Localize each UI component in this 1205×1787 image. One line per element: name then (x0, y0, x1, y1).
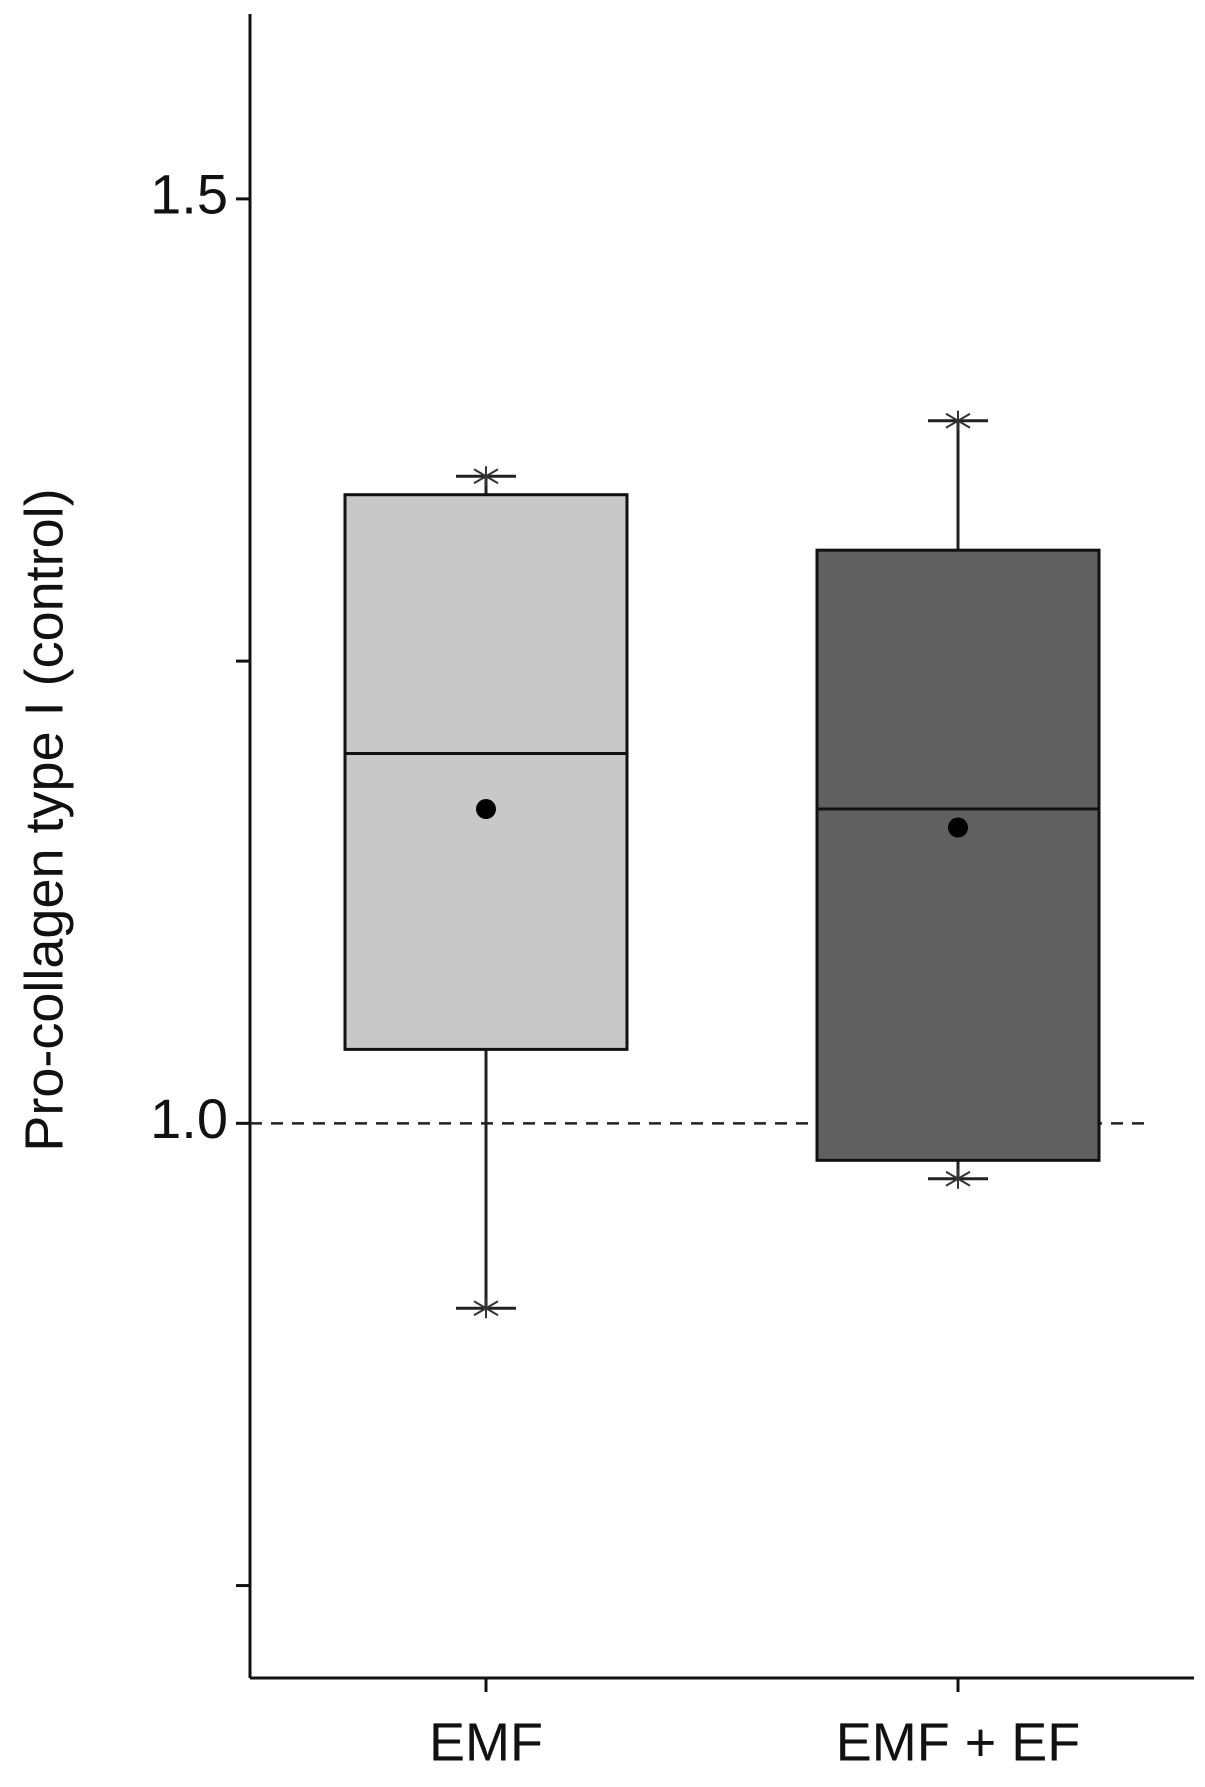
y-tick-label: 1.0 (150, 1087, 228, 1150)
outlier-marker (473, 466, 499, 487)
outlier-marker (945, 410, 971, 431)
box (815, 548, 1101, 1162)
x-tick-label: EMF + EF (836, 1712, 1081, 1772)
y-axis-label: Pro-collagen type I (control) (14, 488, 74, 1151)
mean (476, 799, 496, 820)
mean (948, 817, 968, 838)
outlier-marker (473, 1298, 499, 1319)
y-tick-label: 1.5 (150, 163, 228, 226)
outlier-marker (945, 1168, 971, 1189)
x-tick-label: EMF (429, 1712, 543, 1772)
box (343, 493, 629, 1051)
